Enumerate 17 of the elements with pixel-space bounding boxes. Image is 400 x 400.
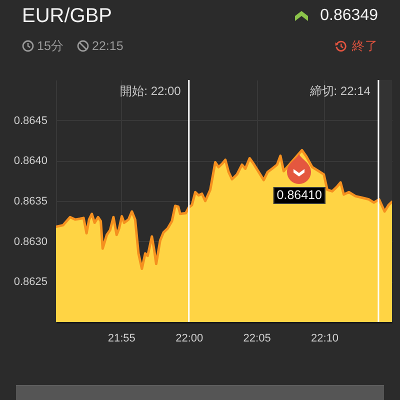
x-tick-label: 22:10 bbox=[311, 332, 339, 344]
y-tick-label: 0.8630 bbox=[14, 236, 48, 248]
y-tick-label: 0.8640 bbox=[14, 155, 48, 168]
text: 15分 bbox=[37, 38, 64, 55]
x-tick-label: 22:00 bbox=[176, 332, 204, 344]
y-tick-label: 0.8625 bbox=[14, 276, 48, 288]
text: 0.86349 bbox=[320, 6, 378, 26]
annotation: 0.86410 bbox=[274, 186, 325, 204]
ref-line-label: 開始: 22:00 bbox=[120, 84, 182, 98]
chart-title: EUR/GBP bbox=[22, 4, 112, 29]
ref-line-label: 締切: 22:14 bbox=[308, 84, 371, 98]
x-tick-label: 22:05 bbox=[243, 332, 271, 344]
y-tick-label: 0.8635 bbox=[14, 196, 48, 208]
y-tick-label: 0.8645 bbox=[14, 114, 48, 127]
x-tick-label: 21:55 bbox=[108, 332, 136, 344]
text: 22:15 bbox=[92, 38, 124, 55]
text: 終了 bbox=[352, 38, 378, 55]
